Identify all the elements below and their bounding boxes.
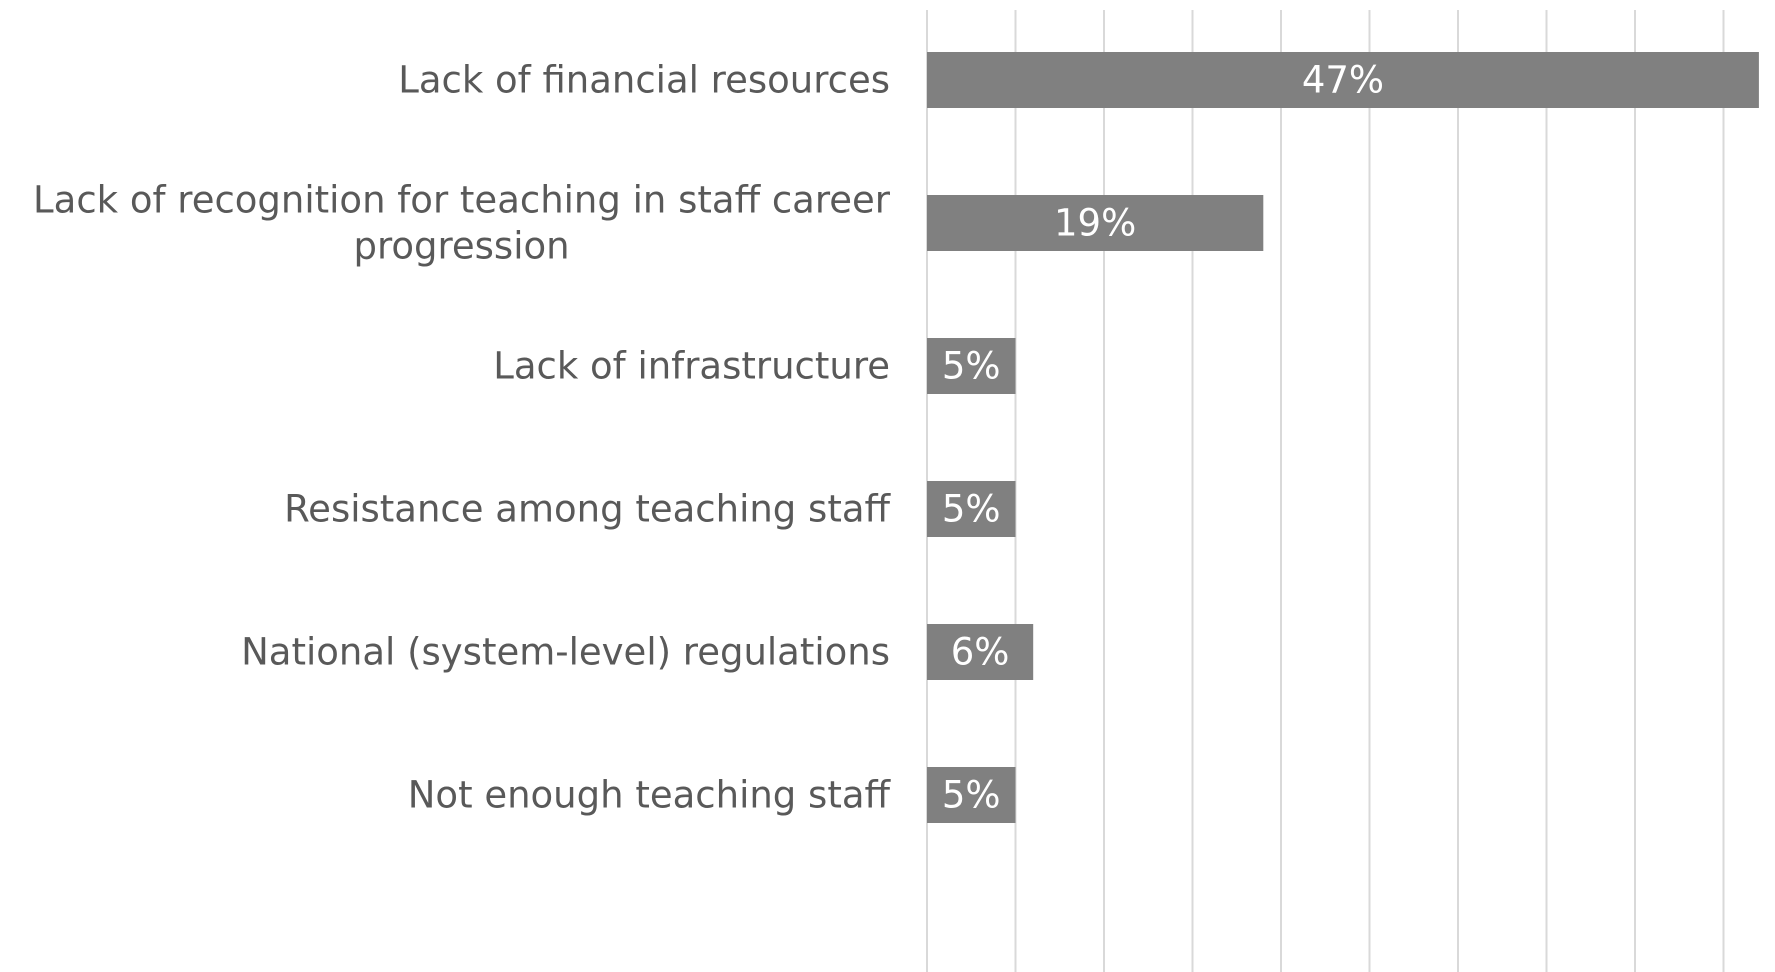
- bar: [927, 767, 1016, 823]
- data-label: 5%: [942, 345, 1001, 388]
- data-label: 5%: [942, 488, 1001, 531]
- bar: [927, 481, 1016, 537]
- category-label: National (system-level) regulations: [241, 631, 890, 674]
- category-label: Lack of financial resources: [398, 59, 890, 102]
- gridlines: [926, 10, 1725, 972]
- category-label: Not enough teaching staff: [408, 774, 892, 817]
- bar: [927, 338, 1016, 394]
- bar: [927, 195, 1264, 251]
- data-label: 5%: [942, 774, 1001, 817]
- data-label: 6%: [951, 631, 1010, 674]
- category-label-line: progression: [353, 225, 569, 268]
- bar: [927, 52, 1759, 108]
- category-labels: Lack of financial resources Lack of recog…: [33, 59, 891, 817]
- data-label: 19%: [1054, 202, 1136, 245]
- data-label: 47%: [1302, 59, 1384, 102]
- data-labels: 47% 19% 5% 5% 6% 5%: [942, 59, 1384, 817]
- bars: [927, 52, 1759, 823]
- category-label-line: Lack of recognition for teaching in staf…: [33, 179, 891, 222]
- category-label: Resistance among teaching staff: [284, 488, 891, 531]
- category-label: Lack of infrastructure: [493, 345, 890, 388]
- category-label: Lack of recognition for teaching in staf…: [33, 179, 891, 268]
- bar: [927, 624, 1034, 680]
